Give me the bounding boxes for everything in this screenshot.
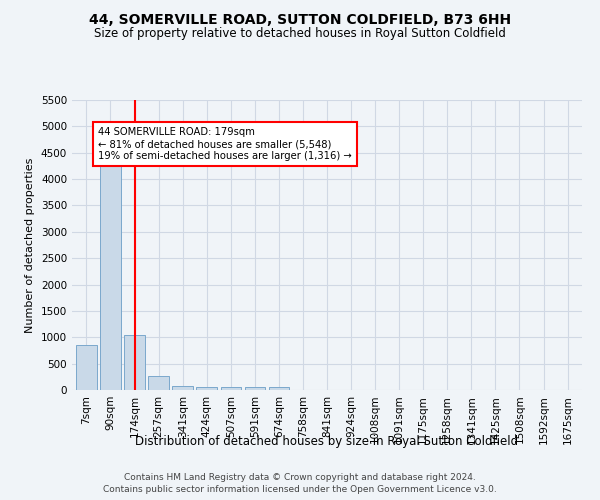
Text: Distribution of detached houses by size in Royal Sutton Coldfield: Distribution of detached houses by size … bbox=[136, 435, 518, 448]
Bar bbox=[172, 386, 193, 390]
Bar bbox=[221, 387, 241, 390]
Bar bbox=[148, 376, 169, 390]
Bar bbox=[100, 150, 121, 390]
Text: Size of property relative to detached houses in Royal Sutton Coldfield: Size of property relative to detached ho… bbox=[94, 28, 506, 40]
Text: 44, SOMERVILLE ROAD, SUTTON COLDFIELD, B73 6HH: 44, SOMERVILLE ROAD, SUTTON COLDFIELD, B… bbox=[89, 12, 511, 26]
Bar bbox=[76, 345, 97, 390]
Text: Contains public sector information licensed under the Open Government Licence v3: Contains public sector information licen… bbox=[103, 485, 497, 494]
Text: 44 SOMERVILLE ROAD: 179sqm
← 81% of detached houses are smaller (5,548)
19% of s: 44 SOMERVILLE ROAD: 179sqm ← 81% of deta… bbox=[98, 128, 352, 160]
Text: Contains HM Land Registry data © Crown copyright and database right 2024.: Contains HM Land Registry data © Crown c… bbox=[124, 472, 476, 482]
Bar bbox=[124, 334, 145, 390]
Y-axis label: Number of detached properties: Number of detached properties bbox=[25, 158, 35, 332]
Bar bbox=[245, 388, 265, 390]
Bar bbox=[196, 386, 217, 390]
Bar bbox=[269, 388, 289, 390]
